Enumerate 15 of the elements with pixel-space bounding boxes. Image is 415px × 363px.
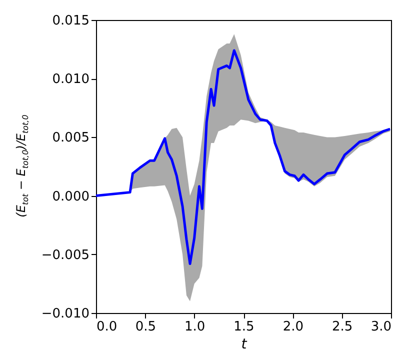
- y-tick-label: −0.005: [41, 248, 90, 263]
- x-tick-label: 0.0: [96, 320, 118, 334]
- y-tick-label: 0.000: [52, 189, 90, 204]
- y-tick-label: 0.005: [52, 130, 90, 146]
- x-tick-label: 2.0: [282, 320, 304, 334]
- x-tick-label: 0.5: [135, 320, 156, 334]
- x-axis-title: t: [241, 336, 248, 352]
- y-tick-label: 0.010: [52, 72, 90, 88]
- y-tick-label: −0.010: [41, 306, 90, 322]
- x-tick-label: 1.0: [184, 320, 206, 334]
- x-tick-label: 1.5: [234, 320, 254, 334]
- x-tick-label: 2.5: [332, 320, 353, 334]
- line-series: [94, 49, 392, 266]
- y-tick-label: 0.015: [52, 14, 90, 28]
- x-tick-label: 3.0: [370, 320, 392, 334]
